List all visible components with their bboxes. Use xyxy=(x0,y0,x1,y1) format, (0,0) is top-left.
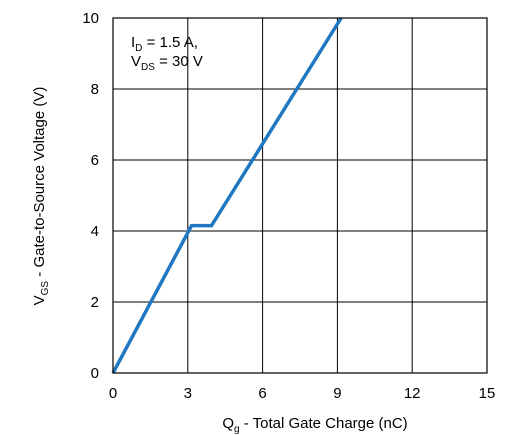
tick-labels: 0 3 6 9 12 15 0 2 4 6 8 10 xyxy=(82,10,495,402)
x-tick-label: 15 xyxy=(479,385,496,402)
y-tick-label: 8 xyxy=(91,81,99,98)
y-axis-title: VGS - Gate-to-Source Voltage (V) xyxy=(31,87,51,306)
annotation-vds: VDS = 30 V xyxy=(131,53,203,73)
data-series-line xyxy=(111,17,343,374)
x-tick-label: 12 xyxy=(404,385,421,402)
y-tick-label: 0 xyxy=(91,365,99,382)
plot-frame xyxy=(112,17,488,374)
y-tick-label: 4 xyxy=(91,223,99,240)
grid-lines xyxy=(112,17,488,374)
x-tick-label: 6 xyxy=(258,385,266,402)
x-axis-title: Qg - Total Gate Charge (nC) xyxy=(222,415,407,435)
x-tick-label: 3 xyxy=(184,385,192,402)
annotation-id: ID = 1.5 A, xyxy=(131,34,198,54)
x-tick-label: 0 xyxy=(109,385,117,402)
y-tick-label: 6 xyxy=(91,152,99,169)
x-tick-label: 9 xyxy=(333,385,341,402)
y-tick-label: 2 xyxy=(91,294,99,311)
y-tick-label: 10 xyxy=(82,10,99,27)
